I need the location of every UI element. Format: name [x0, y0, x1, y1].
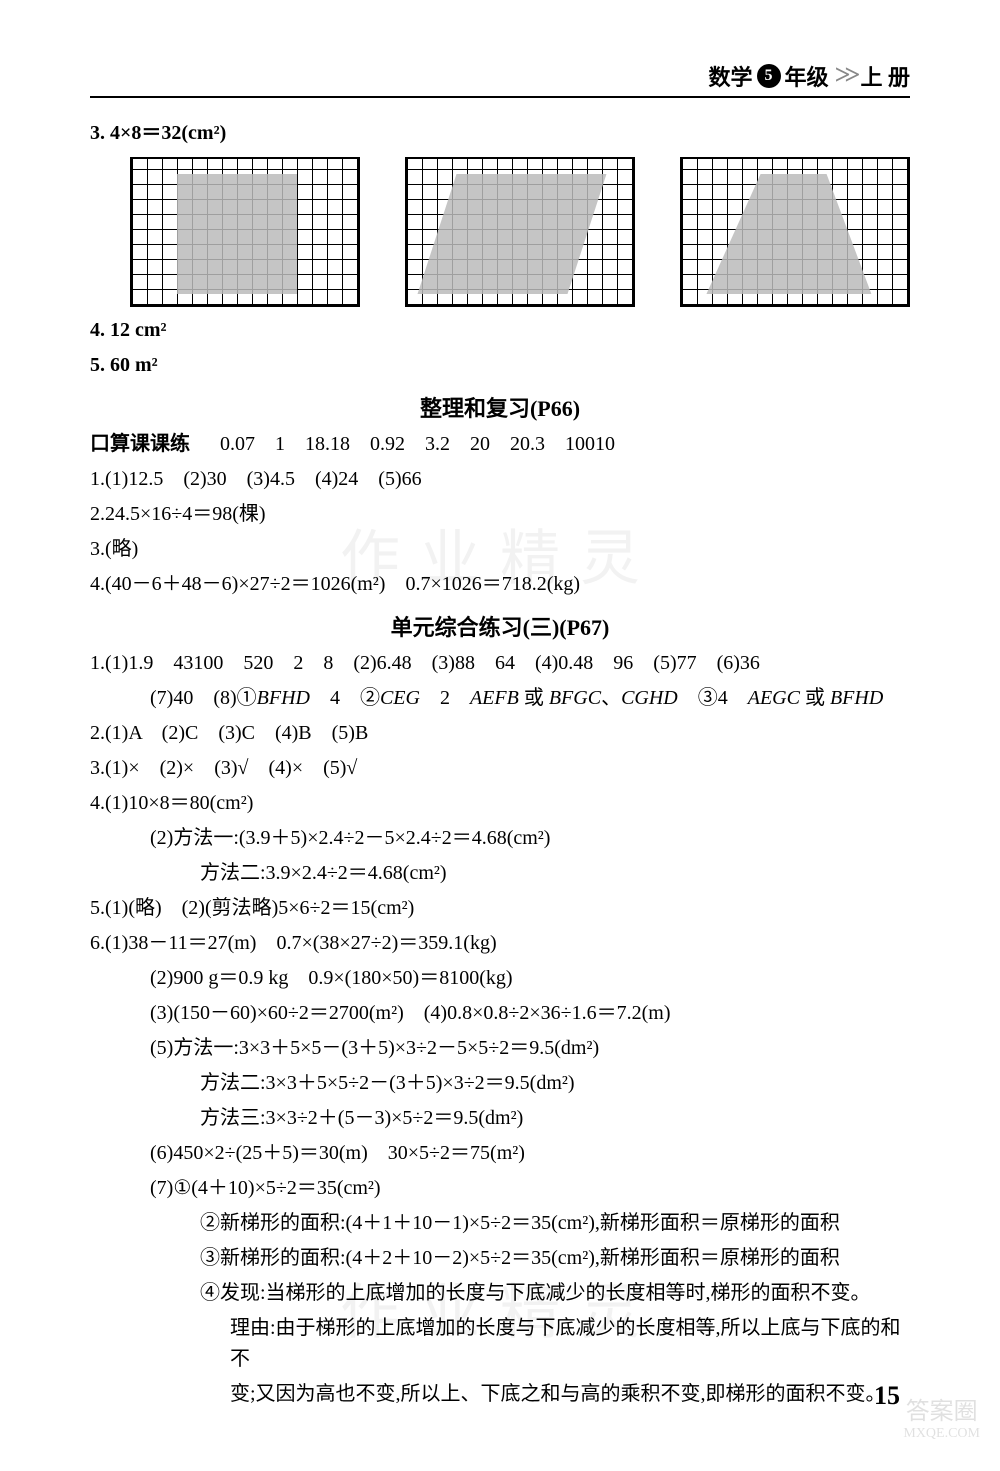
s2-q6j: ③新梯形的面积:(4＋2＋10－2)×5÷2＝35(cm²),新梯形面积＝原梯形…: [90, 1243, 910, 1274]
s2-q6k: ④发现:当梯形的上底增加的长度与下底减少的长度相等时,梯形的面积不变。: [90, 1278, 910, 1309]
s2-q1b-aegc: AEGC: [748, 687, 800, 709]
s2-q5: 5.(1)(略) (2)(剪法略)5×6÷2＝15(cm²): [90, 893, 910, 924]
s2-q6a: 6.(1)38－11＝27(m) 0.7×(38×27÷2)＝359.1(kg): [90, 928, 910, 959]
grade-number-badge: 5: [757, 64, 781, 88]
s2-q2: 2.(1)A (2)C (3)C (4)B (5)B: [90, 718, 910, 749]
s2-q1b-bfhd: BFHD: [257, 687, 310, 709]
grade-suffix: 年级: [785, 60, 829, 92]
s2-q1b-mid2: 2: [420, 687, 470, 709]
s2-q1b-bfgc: BFGC: [549, 687, 601, 709]
s2-q1b-or2: 或: [800, 687, 830, 709]
shape-parallelogram: [418, 174, 607, 294]
grid-figure-1: [130, 157, 360, 307]
answer-q5: 5. 60 m²: [90, 350, 910, 381]
s2-q4b: (2)方法一:(3.9＋5)×2.4÷2－5×2.4÷2＝4.68(cm²): [90, 823, 910, 854]
section-title-review: 整理和复习(P66): [90, 391, 910, 423]
volume-label: 上 册: [860, 60, 910, 92]
page-header: 数学 5 年级 >> 上 册: [90, 60, 910, 98]
s2-q1b-or1: 或: [519, 687, 549, 709]
s2-q4a: 4.(1)10×8＝80(cm²): [90, 788, 910, 819]
mental-math-line: 口算课课练 0.07 1 18.18 0.92 3.2 20 20.3 1001…: [90, 429, 910, 460]
s2-q6d: (5)方法一:3×3＋5×5－(3＋5)×3÷2－5×5÷2＝9.5(dm²): [90, 1033, 910, 1064]
s1-q3: 3.(略): [90, 534, 910, 565]
corner-watermark: 答案圈 MXQE.COM: [903, 1399, 980, 1441]
s2-q6f: 方法三:3×3÷2＋(5－3)×5÷2＝9.5(dm²): [90, 1103, 910, 1134]
s1-q2: 2.24.5×16÷4＝98(棵): [90, 499, 910, 530]
page-number: 15: [874, 1381, 900, 1411]
s2-q6b: (2)900 g＝0.9 kg 0.9×(180×50)＝8100(kg): [90, 963, 910, 994]
answer-q3: 3. 4×8＝32(cm²): [90, 118, 910, 149]
mental-math-label: 口算课课练: [90, 433, 190, 455]
s2-q1b-bfhd2: BFHD: [830, 687, 883, 709]
corner-line2: MXQE.COM: [903, 1426, 980, 1441]
corner-line1: 答案圈: [903, 1399, 980, 1425]
s2-q3: 3.(1)× (2)× (3)√ (4)× (5)√: [90, 753, 910, 784]
s2-q1b-pre: (7)40 (8)①: [150, 687, 257, 709]
s2-q6l: 理由:由于梯形的上底增加的长度与下底减少的长度相等,所以上底与下底的和不: [90, 1313, 910, 1375]
s2-q1a: 1.(1)1.9 43100 520 2 8 (2)6.48 (3)88 64 …: [90, 648, 910, 679]
s2-q6g: (6)450×2÷(25＋5)＝30(m) 30×5÷2＝75(m²): [90, 1138, 910, 1169]
s2-q1b-mid3: ③4: [678, 687, 748, 709]
s1-q4: 4.(40－6＋48－6)×27÷2＝1026(m²) 0.7×1026＝718…: [90, 569, 910, 600]
section-title-unit3: 单元综合练习(三)(P67): [90, 610, 910, 642]
grid-figure-2: [405, 157, 635, 307]
s2-q6c: (3)(150－60)×60÷2＝2700(m²) (4)0.8×0.8÷2×3…: [90, 998, 910, 1029]
s2-q1b-cghd: CGHD: [621, 687, 678, 709]
s2-q6e: 方法二:3×3＋5×5÷2－(3＋5)×3÷2＝9.5(dm²): [90, 1068, 910, 1099]
s2-q1b: (7)40 (8)①BFHD 4 ②CEG 2 AEFB 或 BFGC、CGHD…: [90, 683, 910, 714]
grid-figures-row: [130, 157, 910, 307]
s2-q6m: 变;又因为高也不变,所以上、下底之和与高的乘积不变,即梯形的面积不变。: [90, 1379, 910, 1410]
answer-q4: 4. 12 cm²: [90, 315, 910, 346]
s2-q6i: ②新梯形的面积:(4＋1＋10－1)×5÷2＝35(cm²),新梯形面积＝原梯形…: [90, 1208, 910, 1239]
chevron-icon: >>: [835, 60, 855, 92]
s1-q1: 1.(1)12.5 (2)30 (3)4.5 (4)24 (5)66: [90, 464, 910, 495]
shape-trapezoid: [706, 174, 892, 294]
s2-q1b-aefb: AEFB: [470, 687, 519, 709]
subject-label: 数学: [709, 60, 753, 92]
mental-math-values: 0.07 1 18.18 0.92 3.2 20 20.3 10010: [220, 433, 615, 455]
shape-rectangle: [177, 174, 297, 294]
s2-q1b-comma: 、: [601, 687, 621, 709]
s2-q4c: 方法二:3.9×2.4÷2＝4.68(cm²): [90, 858, 910, 889]
grid-figure-3: [680, 157, 910, 307]
s2-q1b-mid1: 4 ②: [310, 687, 380, 709]
s2-q1b-ceg: CEG: [380, 687, 420, 709]
s2-q6h: (7)①(4＋10)×5÷2＝35(cm²): [90, 1173, 910, 1204]
